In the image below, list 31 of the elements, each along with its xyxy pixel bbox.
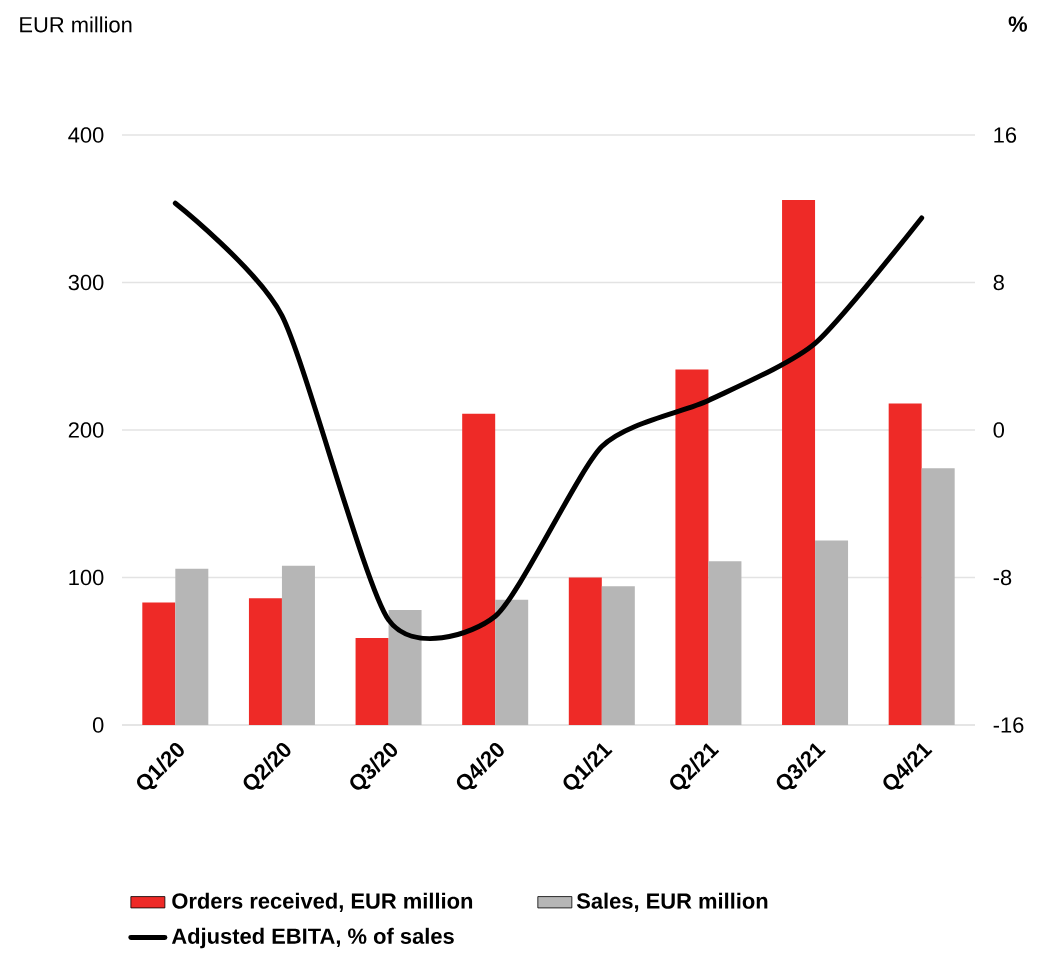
- y2-tick-label: 0: [993, 422, 1005, 438]
- y-tick-label: 0: [92, 717, 104, 733]
- y2-axis-title: %: [1008, 16, 1028, 32]
- y2-tick-label: -16: [993, 717, 1024, 733]
- y-tick-label: 400: [68, 127, 104, 143]
- bar: [568, 577, 602, 725]
- bar: [708, 561, 742, 725]
- bar: [675, 369, 709, 725]
- bar: [462, 413, 496, 725]
- y-tick-label: 100: [69, 569, 104, 586]
- bar: [281, 565, 315, 725]
- y-tick-label: 300: [68, 274, 104, 291]
- legend-label: Adjusted EBITA, % of sales: [171, 927, 454, 949]
- bar: [921, 468, 955, 725]
- bar: [888, 403, 922, 725]
- bar: [815, 540, 849, 725]
- legend-label: Orders received, EUR million: [172, 892, 473, 912]
- bar: [495, 599, 529, 725]
- bar: [782, 199, 816, 725]
- y-axis-title: EUR million: [20, 16, 132, 33]
- bar: [142, 602, 176, 725]
- y2-tick-label: 8: [993, 274, 1004, 291]
- bar: [248, 598, 282, 725]
- y2-tick-label: 16: [994, 127, 1017, 143]
- bar: [601, 586, 635, 725]
- y-tick-label: 200: [68, 422, 104, 438]
- bar: [388, 609, 422, 725]
- legend-label: Sales, EUR million: [576, 892, 768, 912]
- bar: [175, 568, 209, 725]
- bar: [355, 637, 389, 725]
- y2-tick-label: -8: [993, 569, 1012, 586]
